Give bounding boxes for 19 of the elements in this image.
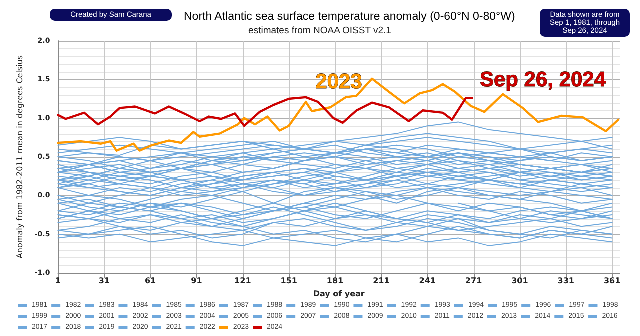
x-tick-label: 1 [55, 276, 62, 286]
chart-title: North Atlantic sea surface temperature anomaly (0-60°N 0-80°W) [184, 11, 516, 23]
x-tick-label: 91 [191, 276, 203, 286]
x-tick-label: 151 [280, 276, 298, 286]
x-tick-label: 331 [558, 276, 575, 286]
y-axis-title: Anomaly from 1982-2011 mean in degrees Celsius [16, 55, 24, 259]
x-tick-label: 61 [144, 276, 157, 286]
x-axis-title: Day of year [313, 289, 365, 298]
x-tick-label: 121 [234, 276, 252, 286]
x-tick-label: 181 [326, 276, 344, 286]
x-tick-label: 271 [465, 276, 483, 286]
annotation: 2023 [316, 70, 362, 94]
chart-subtitle: estimates from NOAA OISST v2.1 [248, 26, 392, 36]
x-tick-label: 31 [98, 276, 110, 286]
x-tick-label: 241 [419, 276, 436, 286]
annotation: Sep 26, 2024 [480, 68, 606, 92]
x-tick-label: 361 [604, 276, 622, 286]
x-tick-label: 211 [373, 276, 390, 286]
x-tick-label: 301 [512, 276, 529, 286]
